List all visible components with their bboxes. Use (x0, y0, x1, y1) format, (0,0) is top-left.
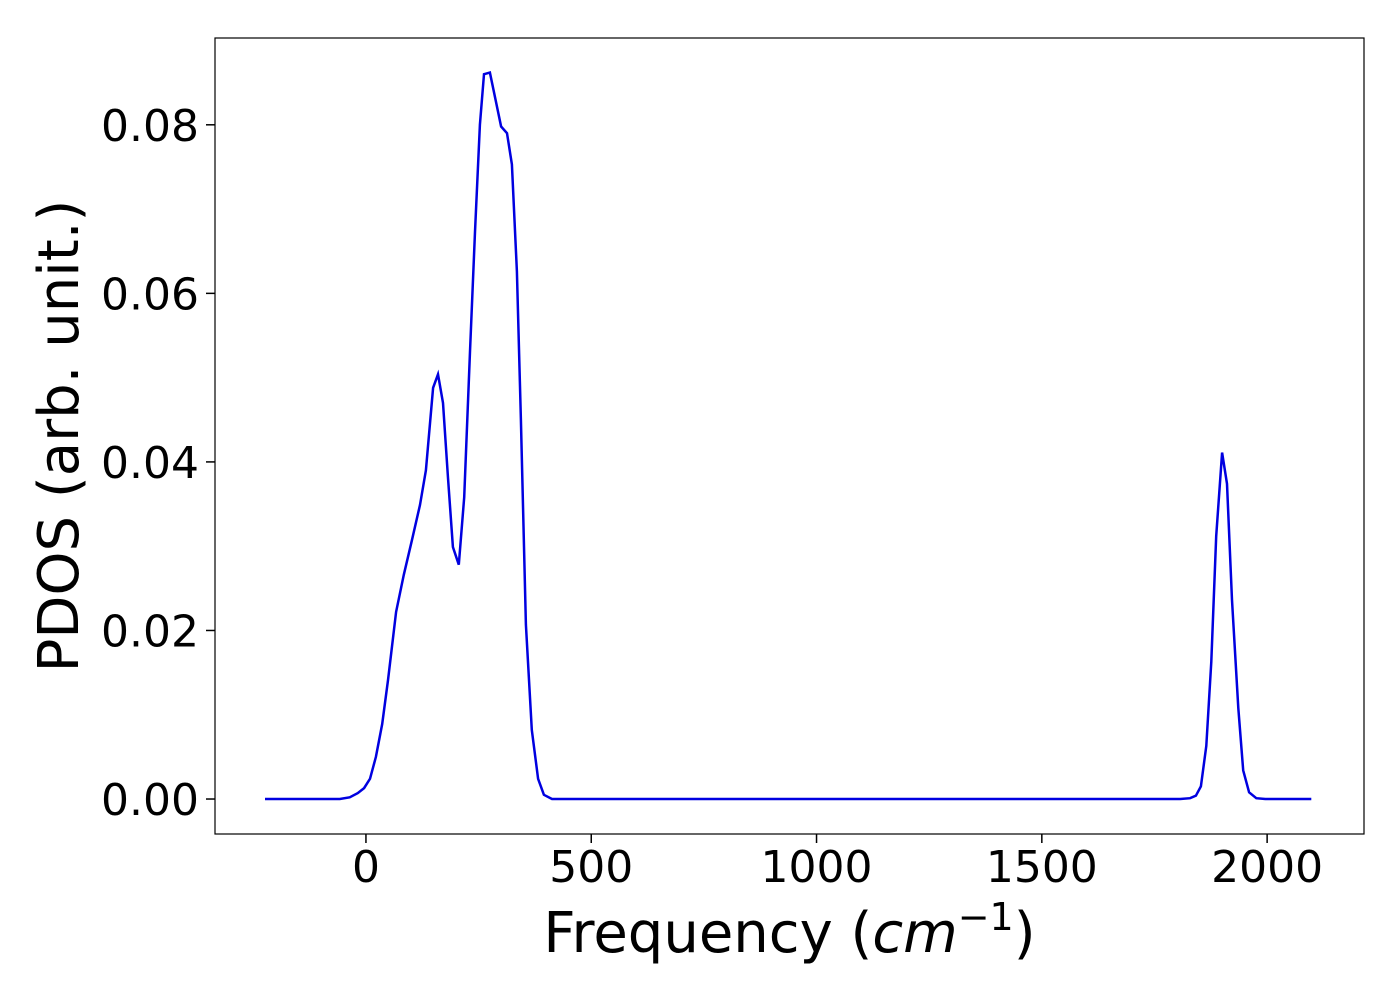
x-axis-label-exponent: −1 (958, 895, 1014, 939)
y-tick-label: 0.04 (101, 438, 199, 489)
plot-frame (214, 37, 1365, 835)
x-tick-label: 500 (549, 842, 633, 893)
data-line (265, 71, 1312, 801)
x-axis-label-text: Frequency ( (543, 901, 872, 966)
x-tick-label: 1500 (986, 842, 1098, 893)
y-tick-label: 0.02 (101, 606, 199, 657)
y-tick-label: 0.08 (101, 101, 199, 152)
x-tick-label: 0 (352, 842, 380, 893)
x-axis-label-unit: cm (872, 901, 957, 966)
x-tick-label: 2000 (1211, 842, 1323, 893)
x-axis-label: Frequency (cm−1) (543, 895, 1035, 966)
x-axis-label-close: ) (1014, 901, 1036, 966)
y-tick-label: 0.00 (101, 775, 199, 826)
x-tick-label: 1000 (761, 842, 873, 893)
y-axis-label: PDOS (arb. unit.) (27, 200, 92, 673)
y-tick-label: 0.06 (101, 269, 199, 320)
